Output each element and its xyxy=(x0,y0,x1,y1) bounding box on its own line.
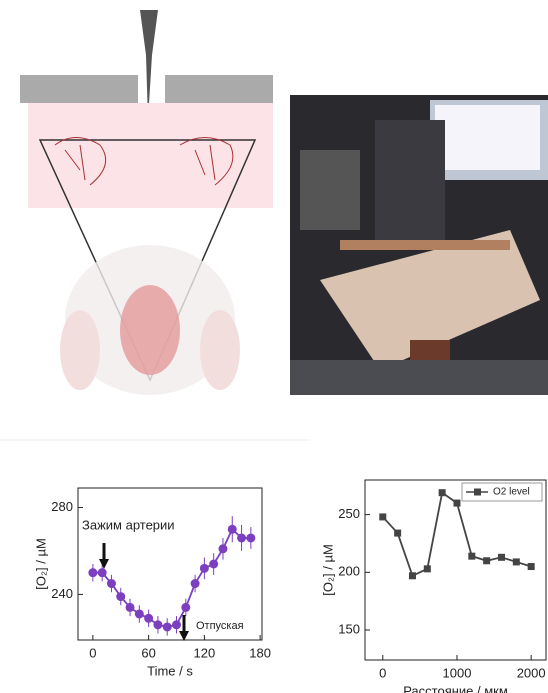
data-point xyxy=(468,553,475,560)
data-point xyxy=(379,513,386,520)
data-point xyxy=(153,620,162,629)
y-axis-label: [O₂] / µM xyxy=(320,544,335,596)
x-axis-label: Time / s xyxy=(147,663,193,678)
x-tick-label: 60 xyxy=(141,645,155,660)
data-point xyxy=(453,500,460,507)
data-point xyxy=(409,572,416,579)
data-point xyxy=(144,614,153,623)
x-tick-label: 0 xyxy=(379,665,386,680)
data-point xyxy=(228,525,237,534)
x-axis-label: Расстояние / мкм xyxy=(403,683,508,693)
y-tick-label: 240 xyxy=(51,586,73,601)
data-point xyxy=(191,579,200,588)
legend-marker xyxy=(474,489,481,496)
data-point xyxy=(513,558,520,565)
data-point xyxy=(246,533,255,542)
data-point xyxy=(107,579,116,588)
data-point xyxy=(200,564,209,573)
data-point xyxy=(209,560,218,569)
data-point xyxy=(126,603,135,612)
data-point xyxy=(424,565,431,572)
photo xyxy=(290,95,548,395)
data-point xyxy=(498,554,505,561)
figure: 0 60 120 180 240 280 Time / s [O₂] / µM Зажим ар… xyxy=(0,0,548,693)
page: {"chart_data": [ {"type": "line", "x_lab… xyxy=(0,0,548,693)
data-point xyxy=(237,533,246,542)
annotation: Зажим артерии xyxy=(82,517,175,532)
y-tick-label: 200 xyxy=(338,564,360,579)
data-point xyxy=(172,620,181,629)
data-point xyxy=(483,557,490,564)
x-tick-label: 120 xyxy=(194,645,216,660)
y-tick-label: 250 xyxy=(338,506,360,521)
data-point xyxy=(116,592,125,601)
data-point xyxy=(88,568,97,577)
data-point xyxy=(439,489,446,496)
legend-label: O2 level xyxy=(493,487,530,498)
x-tick-label: 0 xyxy=(89,645,96,660)
y-tick-label: 150 xyxy=(338,621,360,636)
x-tick-label: 180 xyxy=(249,645,271,660)
data-point xyxy=(98,568,107,577)
x-tick-label: 1000 xyxy=(443,665,472,680)
y-axis-label: [O₂] / µM xyxy=(33,538,48,590)
annotation: Отпуская xyxy=(196,620,244,632)
data-point xyxy=(218,544,227,553)
data-point xyxy=(528,563,535,570)
data-point xyxy=(163,622,172,631)
data-point xyxy=(394,530,401,537)
data-point xyxy=(181,603,190,612)
y-tick-label: 280 xyxy=(51,499,73,514)
data-point xyxy=(135,609,144,618)
x-tick-label: 2000 xyxy=(517,665,546,680)
